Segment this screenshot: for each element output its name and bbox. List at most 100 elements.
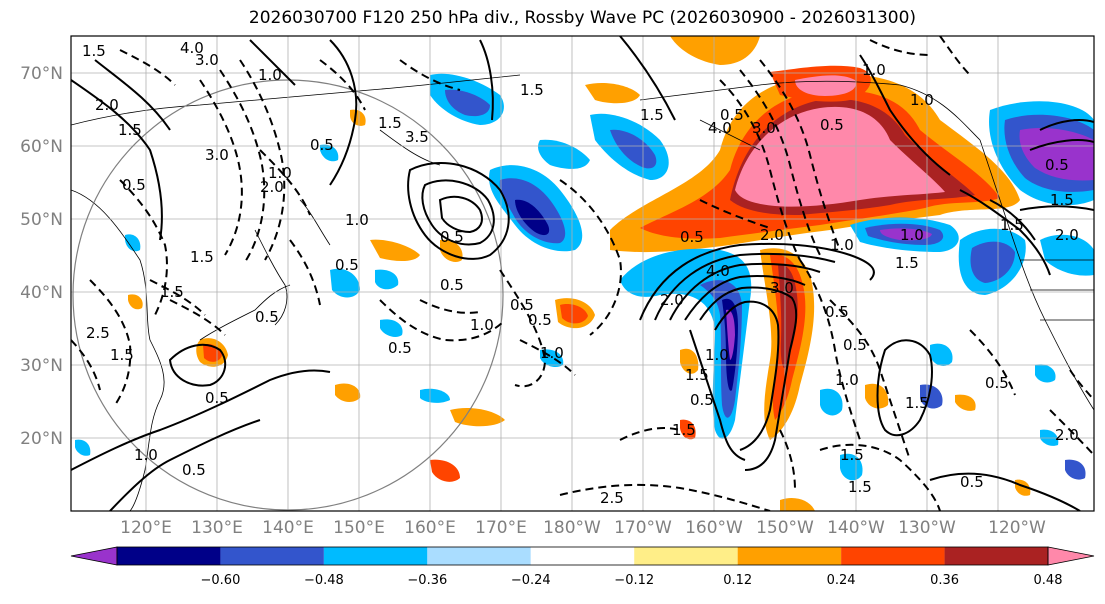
colorbar-bin (530, 547, 635, 565)
colorbar-tick-label: −0.12 (614, 573, 654, 588)
contour-label: 0.5 (843, 336, 867, 354)
contour-label: 0.5 (205, 389, 229, 407)
contour-label: 1.0 (268, 164, 292, 182)
colorbar-bin (737, 547, 842, 565)
contour-label: 1.0 (705, 346, 729, 364)
solid-contours (71, 36, 1094, 511)
colorbar-tick-label: 0.24 (827, 573, 856, 588)
longitude-labels: 120°E 130°E 140°E 150°E 160°E 170°E 180°… (120, 518, 1046, 538)
colorbar-bin (427, 547, 531, 565)
contour-label: 1.0 (862, 61, 886, 79)
lat-label: 60°N (20, 137, 63, 157)
lat-label: 50°N (20, 210, 63, 230)
contour-label: 2.0 (660, 291, 684, 309)
contour-label: 0.5 (310, 136, 334, 154)
latitude-labels: 70°N 60°N 50°N 40°N 30°N 20°N (20, 64, 63, 449)
colorbar-tick-label: −0.60 (201, 573, 241, 588)
contour-label: 0.5 (680, 228, 704, 246)
lon-label: 160°W (685, 518, 743, 538)
contour-label: 1.0 (835, 371, 859, 389)
contour-label: 2.0 (95, 96, 119, 114)
contour-label: 1.5 (840, 446, 864, 464)
lon-label: 160°E (404, 518, 456, 538)
contour-label: 1.5 (640, 106, 664, 124)
lon-label: 170°E (475, 518, 527, 538)
contour-label: 0.5 (182, 461, 206, 479)
colorbar-tick-label: 0.36 (930, 573, 959, 588)
colorbar-frame (116, 546, 1049, 566)
contour-label: 1.5 (685, 366, 709, 384)
contour-label: 0.5 (720, 106, 744, 124)
contour-label: 1.0 (830, 236, 854, 254)
contour-label: 3.0 (752, 119, 776, 137)
contour-label: 3.5 (405, 128, 429, 146)
plot-area: 1.5 4.0 3.0 1.0 2.0 3.0 1.0 1.5 0.5 1.5 … (71, 36, 1094, 511)
lon-label: 130°E (191, 518, 243, 538)
colorbar-extend-high (1047, 546, 1095, 566)
contour-label: 3.0 (195, 51, 219, 69)
contour-label: 0.5 (825, 303, 849, 321)
contour-label: 1.5 (118, 121, 142, 139)
contour-label: 0.5 (690, 391, 714, 409)
contour-label: 1.5 (110, 346, 134, 364)
contour-label: 2.5 (86, 324, 110, 342)
colorbar-tick-label: 0.12 (723, 573, 752, 588)
contour-label: 1.0 (470, 316, 494, 334)
contour-label: 1.0 (345, 211, 369, 229)
contour-label: 0.5 (985, 374, 1009, 392)
contour-label: 2.0 (260, 178, 284, 196)
plot-frame (70, 35, 1095, 512)
contour-label: 3.0 (770, 279, 794, 297)
colorbar: −0.60 −0.48 −0.36 −0.24 −0.12 0.12 0.24 0.36 0.4… (70, 546, 1095, 588)
lon-label: 120°W (988, 518, 1046, 538)
contour-label: 0.5 (440, 276, 464, 294)
contour-label: 1.5 (520, 81, 544, 99)
lon-label: 180°W (543, 518, 601, 538)
contour-label: 1.5 (848, 478, 872, 496)
lon-label: 140°W (827, 518, 885, 538)
colorbar-bin (634, 547, 738, 565)
colorbar-bin (944, 547, 1048, 565)
lon-label: 120°E (120, 518, 172, 538)
lat-label: 40°N (20, 283, 63, 303)
contour-label: 1.0 (900, 226, 924, 244)
colorbar-bin (220, 547, 324, 565)
dashed-contours (71, 36, 1094, 511)
contour-label: 1.5 (895, 254, 919, 272)
contour-label: 3.0 (205, 146, 229, 164)
contour-label: 4.0 (708, 119, 732, 137)
colorbar-tick-label: 0.48 (1034, 573, 1063, 588)
contour-label: 1.5 (1000, 216, 1024, 234)
contour-label: 1.0 (910, 91, 934, 109)
contour-label: 0.5 (440, 228, 464, 246)
contour-label: 1.5 (160, 283, 184, 301)
contour-label: 1.5 (1050, 191, 1074, 209)
lon-label: 150°E (333, 518, 385, 538)
colorbar-bin (323, 547, 428, 565)
contour-label: 0.5 (122, 176, 146, 194)
colorbar-tick-label: −0.48 (304, 573, 344, 588)
contour-label: 2.0 (1055, 226, 1079, 244)
contour-label: 0.5 (335, 256, 359, 274)
lat-label: 30°N (20, 356, 63, 376)
contour-label: 1.5 (378, 114, 402, 132)
contour-labels: 1.5 4.0 3.0 1.0 2.0 3.0 1.0 1.5 0.5 1.5 … (82, 39, 1079, 507)
colorbar-bin (841, 547, 945, 565)
gridlines (71, 36, 1094, 511)
contour-label: 2.5 (600, 489, 624, 507)
contour-label: 0.5 (388, 339, 412, 357)
map-title: 2026030700 F120 250 hPa div., Rossby Wav… (248, 8, 917, 28)
contour-label: 0.5 (255, 308, 279, 326)
contour-label: 1.5 (672, 421, 696, 439)
lon-label: 150°W (756, 518, 814, 538)
contour-label: 0.5 (1045, 156, 1069, 174)
contour-label: 0.5 (960, 473, 984, 491)
contour-label: 1.5 (82, 42, 106, 60)
contour-label: 0.5 (528, 311, 552, 329)
contour-label: 0.5 (820, 116, 844, 134)
colorbar-tick-label: −0.36 (407, 573, 447, 588)
colorbar-tick-label: −0.24 (511, 573, 551, 588)
lat-label: 20°N (20, 429, 63, 449)
contour-label: 0.5 (510, 296, 534, 314)
